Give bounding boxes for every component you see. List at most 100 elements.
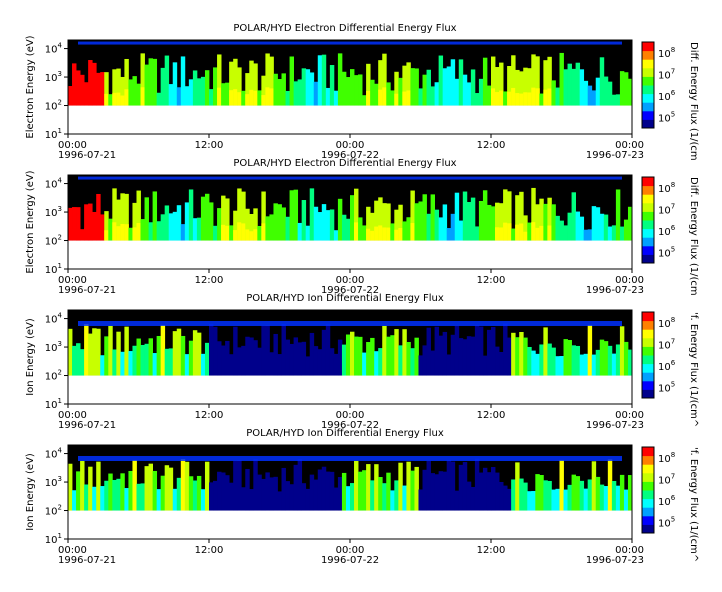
flux-column xyxy=(229,61,234,106)
y-tick-label: 101 xyxy=(45,532,62,546)
flux-column xyxy=(257,474,262,511)
flux-column xyxy=(265,53,270,106)
flux-column xyxy=(156,92,162,106)
flux-column xyxy=(148,338,153,376)
flux-column xyxy=(539,475,544,511)
flux-column xyxy=(374,83,379,106)
colorbar-segment xyxy=(642,363,654,373)
flux-column xyxy=(160,67,166,106)
flux-column xyxy=(289,190,294,241)
flux-column xyxy=(599,484,605,511)
flux-column xyxy=(333,487,339,511)
flux-core xyxy=(269,88,274,106)
flux-column xyxy=(253,208,258,241)
flux-column xyxy=(386,82,391,106)
flux-core xyxy=(112,222,117,241)
flux-column xyxy=(499,203,504,241)
flux-core xyxy=(96,224,101,241)
flux-column xyxy=(563,339,568,376)
flux-column xyxy=(402,329,407,376)
flux-column xyxy=(337,53,343,106)
colorbar-segment xyxy=(642,455,654,465)
flux-column xyxy=(511,332,516,376)
flux-column xyxy=(374,200,379,241)
flux-column xyxy=(317,469,323,511)
flux-column xyxy=(257,347,262,376)
flux-column xyxy=(527,491,532,511)
flux-column xyxy=(370,79,375,106)
flux-column xyxy=(599,213,605,241)
flux-column xyxy=(341,472,347,511)
flux-column xyxy=(499,62,504,106)
flux-core xyxy=(241,223,246,241)
flux-column xyxy=(414,337,419,376)
flux-column xyxy=(450,213,456,241)
flux-column xyxy=(253,340,258,376)
flux-column xyxy=(591,206,597,241)
flux-core xyxy=(245,229,250,241)
flux-core xyxy=(547,88,552,106)
flux-core xyxy=(68,229,73,241)
flux-column xyxy=(261,191,266,241)
x-tick-date: 1996-07-22 xyxy=(321,285,379,296)
flux-column xyxy=(354,336,359,376)
flux-column xyxy=(551,80,556,106)
flux-column xyxy=(192,480,198,511)
flux-column xyxy=(611,225,617,241)
flux-column xyxy=(390,335,395,376)
flux-column xyxy=(213,326,218,376)
flux-column xyxy=(92,486,97,511)
flux-column xyxy=(180,224,186,241)
flux-column xyxy=(241,90,246,106)
x-tick-time: 12:00 xyxy=(477,545,506,556)
y-tick-label: 103 xyxy=(45,70,62,84)
flux-column xyxy=(80,229,85,241)
flux-column xyxy=(531,491,536,511)
colorbar-segment xyxy=(642,211,654,221)
x-tick-date: 1996-07-21 xyxy=(58,555,116,566)
x-tick-time: 12:00 xyxy=(195,410,224,421)
high-energy-band xyxy=(78,41,622,45)
flux-column xyxy=(607,226,613,241)
flux-column xyxy=(499,351,504,376)
flux-column xyxy=(559,356,564,376)
flux-column xyxy=(257,90,262,106)
flux-column xyxy=(571,192,576,241)
flux-core xyxy=(394,229,399,241)
flux-column xyxy=(551,489,556,511)
flux-column xyxy=(88,333,93,376)
flux-column xyxy=(442,331,448,376)
flux-column xyxy=(209,202,214,241)
flux-column xyxy=(80,349,85,376)
flux-column xyxy=(446,354,452,376)
flux-column xyxy=(470,486,476,511)
flux-column xyxy=(426,460,431,511)
flux-column xyxy=(623,72,629,106)
flux-column xyxy=(511,228,516,241)
x-tick-time: 00:00 xyxy=(58,140,87,151)
colorbar-tick-label: 106 xyxy=(658,359,676,373)
flux-column xyxy=(583,488,589,511)
colorbar-segment xyxy=(642,76,654,86)
flux-column xyxy=(297,222,303,241)
flux-column xyxy=(160,324,166,376)
x-tick-time: 00:00 xyxy=(615,545,644,556)
flux-column xyxy=(76,471,81,511)
flux-column xyxy=(261,478,266,511)
flux-column xyxy=(503,189,508,241)
flux-column xyxy=(362,352,367,376)
x-tick-time: 00:00 xyxy=(615,140,644,151)
colorbar-segment xyxy=(642,194,654,204)
flux-core xyxy=(378,225,383,241)
colorbar-tick-label: 108 xyxy=(658,46,675,60)
flux-column xyxy=(152,191,158,241)
flux-column xyxy=(96,72,101,106)
flux-column xyxy=(595,207,601,241)
flux-column xyxy=(168,84,174,106)
flux-column xyxy=(446,228,452,241)
flux-column xyxy=(418,88,423,106)
flux-column xyxy=(491,206,496,241)
flux-column xyxy=(196,217,202,241)
flux-column xyxy=(422,469,427,511)
flux-column xyxy=(136,483,141,511)
